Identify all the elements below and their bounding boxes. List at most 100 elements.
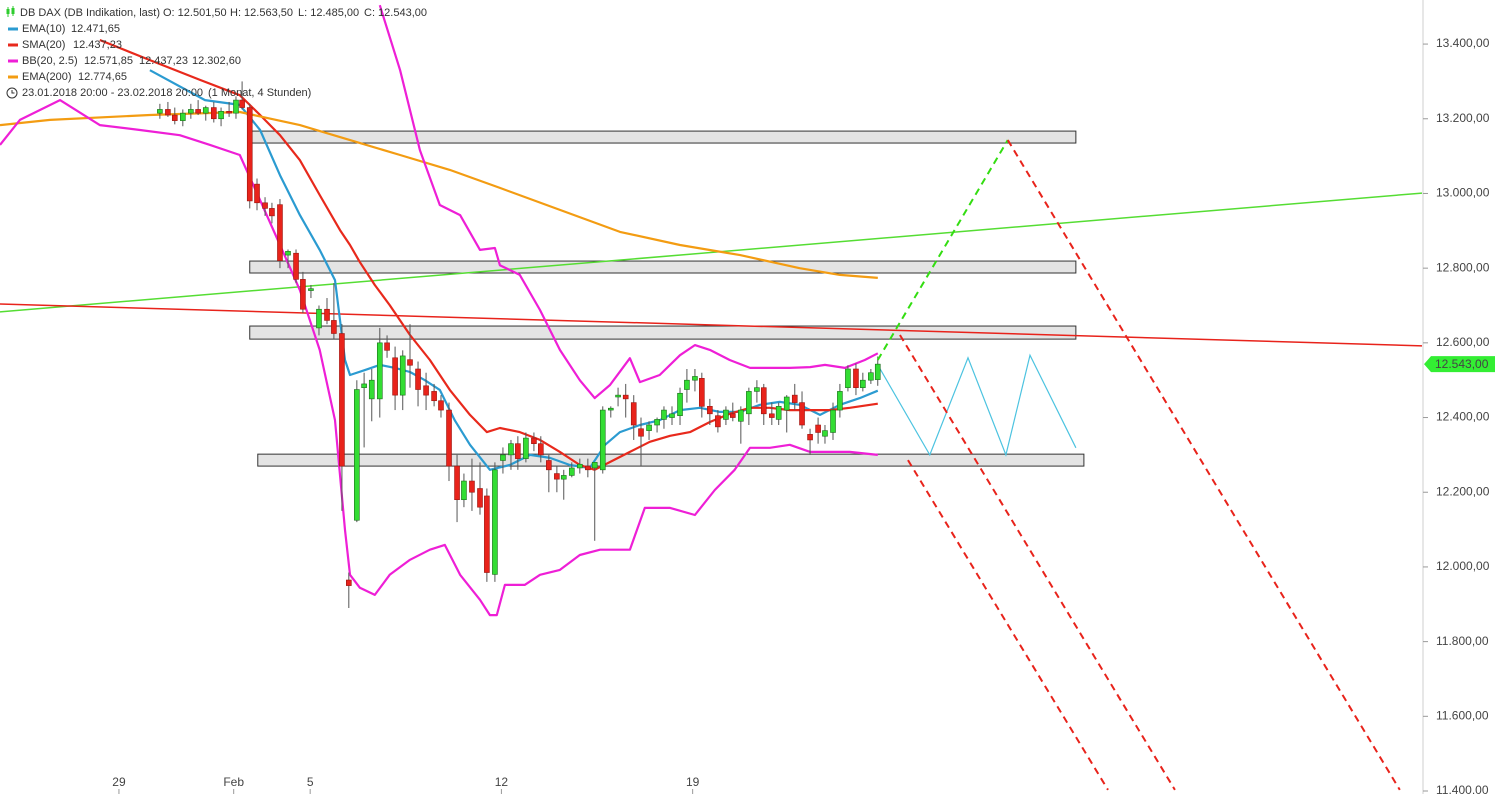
x-tick-label: 12 bbox=[495, 775, 509, 789]
candle-body bbox=[699, 378, 705, 407]
zigzag-line bbox=[877, 353, 1077, 457]
period: 23.01.2018 20:00 - 23.02.2018 20:00 bbox=[22, 87, 203, 99]
candle-body bbox=[171, 114, 178, 121]
ohlc-close: C: 12.543,00 bbox=[364, 7, 427, 19]
y-tick-label: 12.000,00 bbox=[1436, 559, 1490, 573]
candle-body bbox=[500, 454, 506, 461]
trend-line bbox=[0, 192, 1423, 313]
last-price-marker bbox=[1424, 356, 1495, 373]
candle-body bbox=[431, 391, 437, 402]
candle-body bbox=[361, 383, 367, 388]
candle-body bbox=[438, 400, 444, 411]
candle-body bbox=[874, 363, 881, 380]
candle-body bbox=[692, 376, 698, 381]
y-tick-label: 11.600,00 bbox=[1436, 708, 1489, 722]
candle-body bbox=[233, 99, 239, 114]
candle-body bbox=[577, 463, 583, 469]
candle-body bbox=[188, 109, 194, 114]
legend-name: BB(20, 2.5) bbox=[22, 55, 78, 67]
candle-body bbox=[730, 413, 736, 418]
projection-line bbox=[1006, 139, 1401, 791]
projection-line bbox=[899, 334, 1176, 791]
y-tick-label: 11.800,00 bbox=[1436, 634, 1489, 648]
candle-body bbox=[508, 443, 514, 456]
candle-body bbox=[661, 409, 667, 420]
projection-line bbox=[907, 459, 1109, 791]
plot-area bbox=[0, 4, 1423, 791]
x-tick-label: 19 bbox=[686, 775, 700, 789]
candle-body bbox=[446, 409, 452, 467]
candle-body bbox=[269, 208, 275, 217]
candle-body bbox=[285, 251, 291, 256]
legend-value: 12.571,85 bbox=[84, 55, 133, 67]
candle-body bbox=[677, 392, 683, 416]
zone bbox=[249, 130, 1077, 144]
y-tick-label: 11.400,00 bbox=[1436, 783, 1489, 794]
candle-body bbox=[346, 579, 352, 586]
candle-body bbox=[331, 320, 337, 334]
candle-body bbox=[822, 430, 828, 437]
candle-body bbox=[591, 462, 598, 469]
candle-body bbox=[707, 406, 713, 415]
candle-body bbox=[195, 109, 201, 114]
ohlc-open: O: 12.501,50 bbox=[163, 7, 227, 19]
candle-body bbox=[738, 409, 744, 422]
candle-body bbox=[669, 413, 675, 418]
candle-body bbox=[515, 443, 521, 459]
candle-body bbox=[461, 480, 467, 501]
candle-body bbox=[837, 391, 843, 411]
candle-body bbox=[262, 202, 268, 209]
candle-body bbox=[423, 385, 429, 396]
candle-body bbox=[783, 396, 790, 411]
candle-body bbox=[560, 475, 567, 480]
candle-body bbox=[715, 415, 721, 428]
projection-line bbox=[876, 139, 1009, 361]
candle-body bbox=[630, 402, 637, 426]
candle-body bbox=[316, 308, 322, 329]
candle-body bbox=[830, 409, 836, 433]
candle-body bbox=[860, 379, 866, 388]
candle-body bbox=[407, 359, 413, 366]
candle-body bbox=[815, 424, 821, 433]
band-line bbox=[0, 99, 878, 617]
candle-body bbox=[723, 409, 729, 420]
axes: 13.400,00 13.200,00 13.000,00 12.800,00 12.6… bbox=[112, 36, 1495, 794]
y-tick-label: 13.400,00 bbox=[1436, 36, 1490, 50]
candle-body bbox=[538, 443, 544, 456]
candle-body bbox=[554, 473, 560, 480]
candle-body bbox=[615, 394, 621, 398]
instrument-icon bbox=[6, 6, 15, 17]
x-tick-label: Feb bbox=[223, 775, 244, 789]
candle-body bbox=[454, 465, 460, 501]
candle-body bbox=[210, 107, 217, 120]
ohlc-high: H: 12.563,50 bbox=[230, 7, 293, 19]
candle-body bbox=[157, 109, 163, 114]
candle-body bbox=[760, 387, 767, 415]
legend-value: 12.774,65 bbox=[78, 71, 127, 83]
candle-body bbox=[622, 394, 629, 400]
candle-body bbox=[607, 407, 614, 411]
y-tick-label: 12.400,00 bbox=[1436, 410, 1490, 424]
candle-body bbox=[546, 460, 552, 471]
candle-body bbox=[308, 288, 314, 291]
ohlc-low: L: 12.485,00 bbox=[298, 7, 359, 19]
candle-body bbox=[799, 402, 805, 426]
zone bbox=[249, 260, 1077, 274]
candle-body bbox=[484, 495, 490, 573]
candle-body bbox=[354, 389, 360, 521]
candle-body bbox=[599, 409, 606, 471]
candle-body bbox=[293, 252, 299, 280]
candle-body bbox=[165, 109, 171, 116]
zone bbox=[257, 453, 1085, 467]
trend-line bbox=[0, 303, 1423, 347]
candle-body bbox=[646, 424, 652, 431]
candle-body bbox=[368, 379, 375, 400]
candle-body bbox=[300, 279, 306, 310]
instrument-name: DB DAX (DB Indikation, last) bbox=[20, 7, 160, 19]
candle-body bbox=[277, 204, 283, 261]
legend-value: 12.302,60 bbox=[192, 55, 241, 67]
candle-body bbox=[568, 467, 575, 476]
candle-body bbox=[415, 368, 421, 390]
candle-body bbox=[202, 107, 209, 114]
